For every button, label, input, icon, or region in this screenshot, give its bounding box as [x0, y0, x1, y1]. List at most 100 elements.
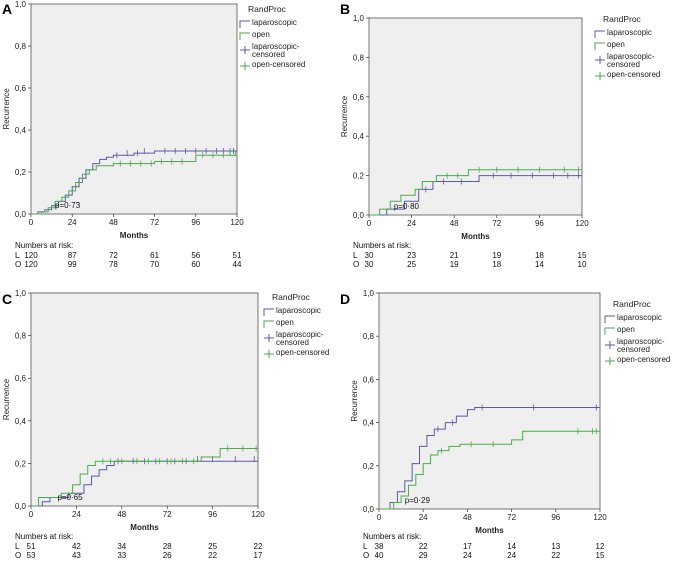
plot-area [30, 292, 259, 507]
risk-value: 72 [109, 251, 118, 260]
legend-title: RandProc [613, 299, 652, 309]
risk-value: 38 [375, 542, 384, 551]
plot-area [378, 292, 601, 510]
x-tick-label: 24 [407, 219, 416, 228]
risk-value: 87 [68, 251, 77, 260]
legend-label: censored [252, 50, 285, 59]
risk-value: 19 [492, 251, 501, 260]
x-tick-label: 120 [251, 510, 265, 519]
risk-row-label: O [353, 260, 359, 269]
risk-title: Numbers at risk: [363, 532, 421, 541]
risk-value: 15 [578, 251, 587, 260]
p-value: p=0·73 [55, 201, 81, 210]
risk-row-label: L [353, 251, 358, 260]
legend-label: open-censored [276, 348, 329, 357]
x-tick-label: 72 [507, 513, 516, 522]
risk-value: 30 [365, 260, 374, 269]
legend-label: censored [617, 345, 650, 354]
legend: RandProc laparoscopic open laparoscopic-cen… [239, 4, 305, 70]
legend-label: open [252, 30, 270, 39]
y-tick-label: 0,4 [15, 417, 27, 426]
legend-swatch-laparoscopic [263, 308, 274, 316]
x-axis-title: Months [461, 232, 490, 241]
risk-value: 34 [117, 542, 126, 551]
series-laparoscopic [369, 175, 582, 216]
y-tick-label: 0,4 [353, 132, 365, 141]
x-tick-label: 24 [419, 513, 428, 522]
risk-row-label: L [15, 542, 20, 551]
x-tick-label: 120 [593, 513, 607, 522]
y-tick-label: 0,4 [363, 419, 375, 428]
x-axis-title: Months [120, 231, 149, 240]
risk-value: 120 [24, 260, 38, 269]
risk-value: 18 [492, 260, 501, 269]
risk-value: 12 [596, 542, 605, 551]
y-tick-label: 0,8 [15, 42, 27, 51]
legend-label: laparoscopic- [607, 52, 655, 61]
legend-label: open-censored [607, 70, 660, 79]
y-tick-label: 1,0 [15, 289, 27, 298]
x-tick-label: 24 [68, 218, 77, 227]
panel-d: D 0,0 0,2 0,4 0,6 0,8 1,0 0 24 48 72 96 120 Months Rec… [340, 289, 670, 560]
risk-value: 28 [163, 542, 172, 551]
p-value: p=0·29 [405, 496, 431, 505]
risk-value: 13 [551, 542, 560, 551]
p-value: p=0·80 [394, 202, 420, 211]
y-tick-label: 0,8 [363, 332, 375, 341]
legend-label: laparoscopic- [617, 337, 665, 346]
legend-swatch-laparoscopic [594, 30, 605, 38]
panel-letter: A [2, 1, 12, 17]
x-tick-label: 96 [191, 218, 200, 227]
risk-row-label: O [363, 551, 369, 560]
x-tick-label: 96 [208, 510, 217, 519]
risk-value: 29 [419, 551, 428, 560]
risk-row-label: O [15, 551, 21, 560]
x-tick-label: 120 [230, 218, 244, 227]
y-tick-label: 0,0 [353, 211, 365, 220]
risk-value: 120 [24, 251, 38, 260]
series-open [369, 169, 582, 216]
risk-value: 25 [407, 260, 416, 269]
legend-label: open [276, 318, 294, 327]
risk-value: 61 [150, 251, 159, 260]
legend-swatch-open [263, 320, 274, 328]
y-tick-label: 0,6 [15, 374, 27, 383]
y-tick-label: 0,2 [353, 172, 365, 181]
panel-b: B 0,0 0,2 0,4 0,6 0,8 1,0 0 24 48 72 96 120 Months Rec… [340, 1, 660, 269]
legend-title: RandProc [272, 292, 311, 302]
risk-value: 25 [208, 542, 217, 551]
risk-title: Numbers at risk: [353, 241, 411, 250]
x-axis-title: Months [475, 526, 504, 535]
legend-label: open-censored [252, 60, 305, 69]
y-tick-label: 0,2 [363, 462, 375, 471]
y-tick-label: 1,0 [363, 289, 375, 298]
risk-value: 15 [596, 551, 605, 560]
legend-swatch-open [604, 327, 615, 335]
risk-value: 21 [450, 251, 459, 260]
legend-label: open [607, 40, 625, 49]
x-tick-label: 72 [492, 219, 501, 228]
risk-value: 18 [535, 251, 544, 260]
risk-value: 22 [551, 551, 560, 560]
risk-value: 22 [419, 542, 428, 551]
x-tick-label: 0 [29, 218, 34, 227]
legend-title: RandProc [603, 14, 642, 24]
series-open [31, 153, 238, 215]
y-tick-label: 0,8 [15, 332, 27, 341]
risk-value: 99 [68, 260, 77, 269]
series-open [31, 447, 258, 507]
risk-value: 24 [463, 551, 472, 560]
legend-label: censored [276, 338, 309, 347]
legend: RandProc laparoscopic open laparoscopic-cen… [263, 292, 329, 358]
risk-value: 78 [109, 260, 118, 269]
y-tick-label: 0,0 [363, 505, 375, 514]
x-axis-title: Months [130, 523, 159, 532]
legend-label: laparoscopic- [276, 330, 324, 339]
panel-letter: D [340, 291, 350, 307]
risk-value: 60 [191, 260, 200, 269]
risk-value: 19 [450, 260, 459, 269]
y-axis-title: Recurrence [2, 88, 11, 130]
plot-area [368, 17, 583, 216]
risk-value: 22 [254, 542, 263, 551]
